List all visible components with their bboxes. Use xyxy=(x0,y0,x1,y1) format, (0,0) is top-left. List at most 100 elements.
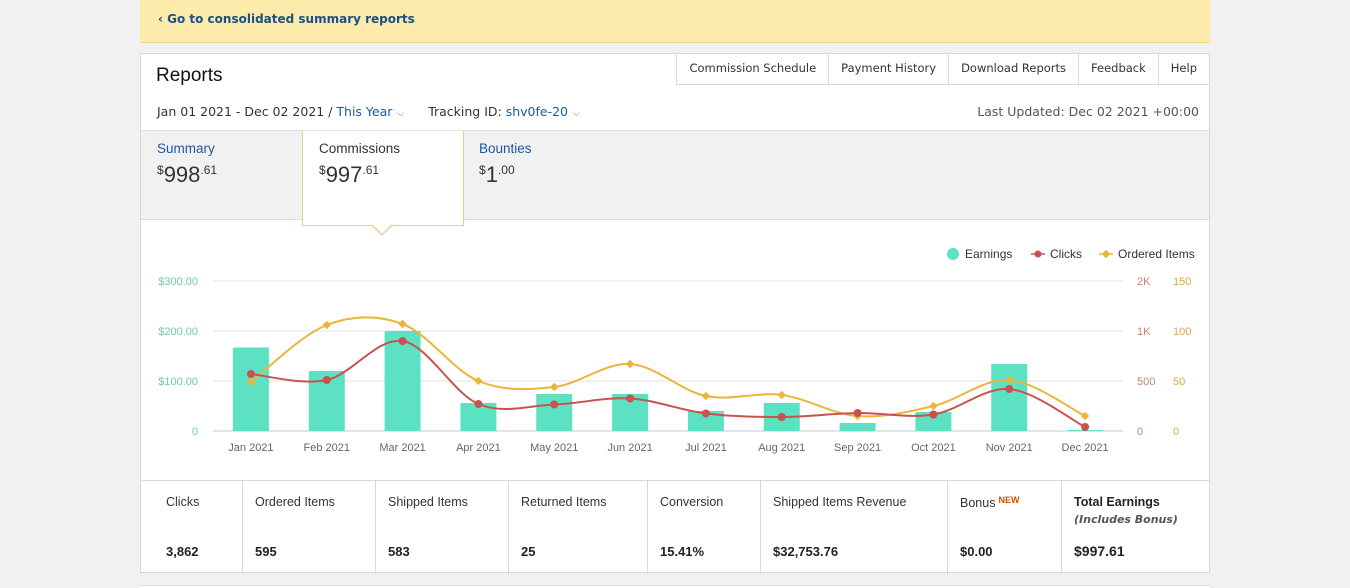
clicks-line xyxy=(250,339,1086,428)
legend-clicks-icon xyxy=(1034,250,1042,258)
clicks-point xyxy=(701,409,710,418)
x-tick-label: Mar 2021 xyxy=(379,442,425,454)
reports-panel: Reports Commission Schedule Payment Hist… xyxy=(140,53,1210,574)
x-tick-label: Sep 2021 xyxy=(834,442,881,454)
legend-earnings-icon xyxy=(947,248,959,260)
commission-schedule-link[interactable]: Commission Schedule xyxy=(677,54,829,84)
payment-history-link[interactable]: Payment History xyxy=(828,54,949,84)
metric-value: $32,753.76 xyxy=(773,544,839,559)
ordered-items-point xyxy=(777,390,786,400)
metric-sublabel: (Includes Bonus) xyxy=(1074,513,1178,526)
x-tick-label: Jan 2021 xyxy=(228,442,273,454)
top-nav: Commission Schedule Payment History Down… xyxy=(676,53,1210,85)
metric-label: Shipped Items xyxy=(388,495,468,509)
metric-value: $0.00 xyxy=(960,544,993,559)
tab-bounties-amount: $1.00 xyxy=(479,162,515,187)
tab-summary[interactable]: Summary $998.61 xyxy=(141,131,301,221)
metric-clicks: Clicks 3,862 xyxy=(141,481,242,574)
metric-value: 15.41% xyxy=(660,544,705,559)
metric-label: Bonus NEW xyxy=(960,495,1020,510)
earnings-bar xyxy=(687,411,724,431)
clicks-point xyxy=(929,410,938,419)
metric-label: Shipped Items Revenue xyxy=(773,495,907,509)
y-left-tick: $200.00 xyxy=(158,326,198,338)
help-link[interactable]: Help xyxy=(1157,54,1209,84)
metric-value: 595 xyxy=(255,544,277,559)
ordered-items-point xyxy=(701,391,711,401)
ordered-items-point xyxy=(474,376,483,386)
metric-returned-items: Returned Items 25 xyxy=(508,481,647,574)
metric-value: $997.61 xyxy=(1074,543,1125,559)
metric-shipped-revenue: Shipped Items Revenue $32,753.76 xyxy=(760,481,947,574)
chevron-down-icon: ⌵ xyxy=(397,109,405,119)
clicks-point xyxy=(550,400,559,409)
x-tick-label: Jun 2021 xyxy=(607,442,652,454)
clicks-point xyxy=(853,409,862,417)
tab-bounties[interactable]: Bounties $1.00 xyxy=(463,131,623,221)
ordered-items-line xyxy=(250,316,1086,418)
earnings-bar xyxy=(915,412,952,431)
ordered-items-point xyxy=(1005,375,1014,385)
tracking-label: Tracking ID: xyxy=(428,104,506,119)
metric-label: Conversion xyxy=(660,495,724,509)
earnings-bar xyxy=(232,347,269,431)
clicks-point xyxy=(626,394,635,403)
metric-bonus: Bonus NEW $0.00 xyxy=(947,481,1061,574)
tab-bounties-label: Bounties xyxy=(479,141,532,156)
ordered-items-point xyxy=(246,377,256,387)
metric-label: Returned Items xyxy=(521,495,607,509)
x-tick-label: Dec 2021 xyxy=(1062,442,1109,454)
metric-value: 3,862 xyxy=(166,544,199,559)
x-tick-label: Nov 2021 xyxy=(986,442,1033,454)
x-tick-label: Apr 2021 xyxy=(456,442,501,454)
metric-label: Ordered Items xyxy=(255,495,335,509)
metric-label: Total Earnings xyxy=(1074,495,1160,509)
earnings-bar xyxy=(991,364,1028,431)
y-right2-tick: 0 xyxy=(1173,426,1179,438)
x-tick-label: May 2021 xyxy=(530,442,578,454)
ordered-items-point xyxy=(550,382,559,392)
clicks-point xyxy=(474,400,483,408)
tracking-id: shv0fe-20 xyxy=(505,104,569,119)
tab-summary-label: Summary xyxy=(157,141,215,156)
x-tick-label: Oct 2021 xyxy=(911,442,956,454)
earnings-chart: Earnings Clicks Ordered Items $300.00 2K 150 $… xyxy=(158,247,1194,454)
clicks-point xyxy=(398,337,407,345)
consolidated-banner: ‹ Go to consolidated summary reports xyxy=(140,0,1210,43)
feedback-link[interactable]: Feedback xyxy=(1078,54,1158,84)
earnings-bar xyxy=(384,331,421,431)
ordered-items-point xyxy=(322,320,331,330)
y-right1-tick: 0 xyxy=(1137,426,1143,438)
tab-commissions-label: Commissions xyxy=(319,141,401,156)
download-reports-link[interactable]: Download Reports xyxy=(948,54,1079,84)
clicks-point xyxy=(1005,385,1014,393)
metric-value: 583 xyxy=(388,544,410,559)
legend-label: Earnings xyxy=(965,247,1012,261)
date-range: Jan 01 2021 - Dec 02 2021 / xyxy=(157,104,337,119)
consolidated-summary-link[interactable]: ‹ Go to consolidated summary reports xyxy=(158,12,415,26)
earnings-bar xyxy=(536,394,573,431)
period-dropdown[interactable]: This Year ⌵ xyxy=(336,104,404,119)
tab-summary-amount: $998.61 xyxy=(157,162,218,187)
metric-shipped-items: Shipped Items 583 xyxy=(375,481,508,574)
metric-total-earnings: Total Earnings (Includes Bonus) $997.61 xyxy=(1061,481,1209,574)
y-right2-tick: 150 xyxy=(1173,276,1191,288)
x-tick-label: Feb 2021 xyxy=(304,442,350,454)
ordered-items-point xyxy=(398,319,407,329)
last-updated: Last Updated: Dec 02 2021 +00:00 xyxy=(977,104,1199,119)
new-badge: NEW xyxy=(998,495,1020,505)
y-right1-tick: 1K xyxy=(1137,326,1151,338)
legend-label: Clicks xyxy=(1050,247,1082,261)
y-left-tick: $300.00 xyxy=(158,276,198,288)
x-tick-label: Jul 2021 xyxy=(685,442,727,454)
y-left-tick: 0 xyxy=(192,426,198,438)
clicks-point xyxy=(246,370,255,378)
x-tick-label: Aug 2021 xyxy=(758,442,805,454)
filter-row: Jan 01 2021 - Dec 02 2021 / This Year ⌵ T… xyxy=(157,104,580,119)
ordered-items-point xyxy=(625,359,635,369)
ordered-items-point xyxy=(1080,411,1090,421)
ordered-items-point xyxy=(929,401,938,411)
tracking-dropdown[interactable]: Tracking ID: shv0fe-20 ⌵ xyxy=(428,104,580,119)
tab-commissions[interactable]: Commissions $997.61 xyxy=(302,131,464,226)
next-panel-edge xyxy=(140,585,1210,588)
